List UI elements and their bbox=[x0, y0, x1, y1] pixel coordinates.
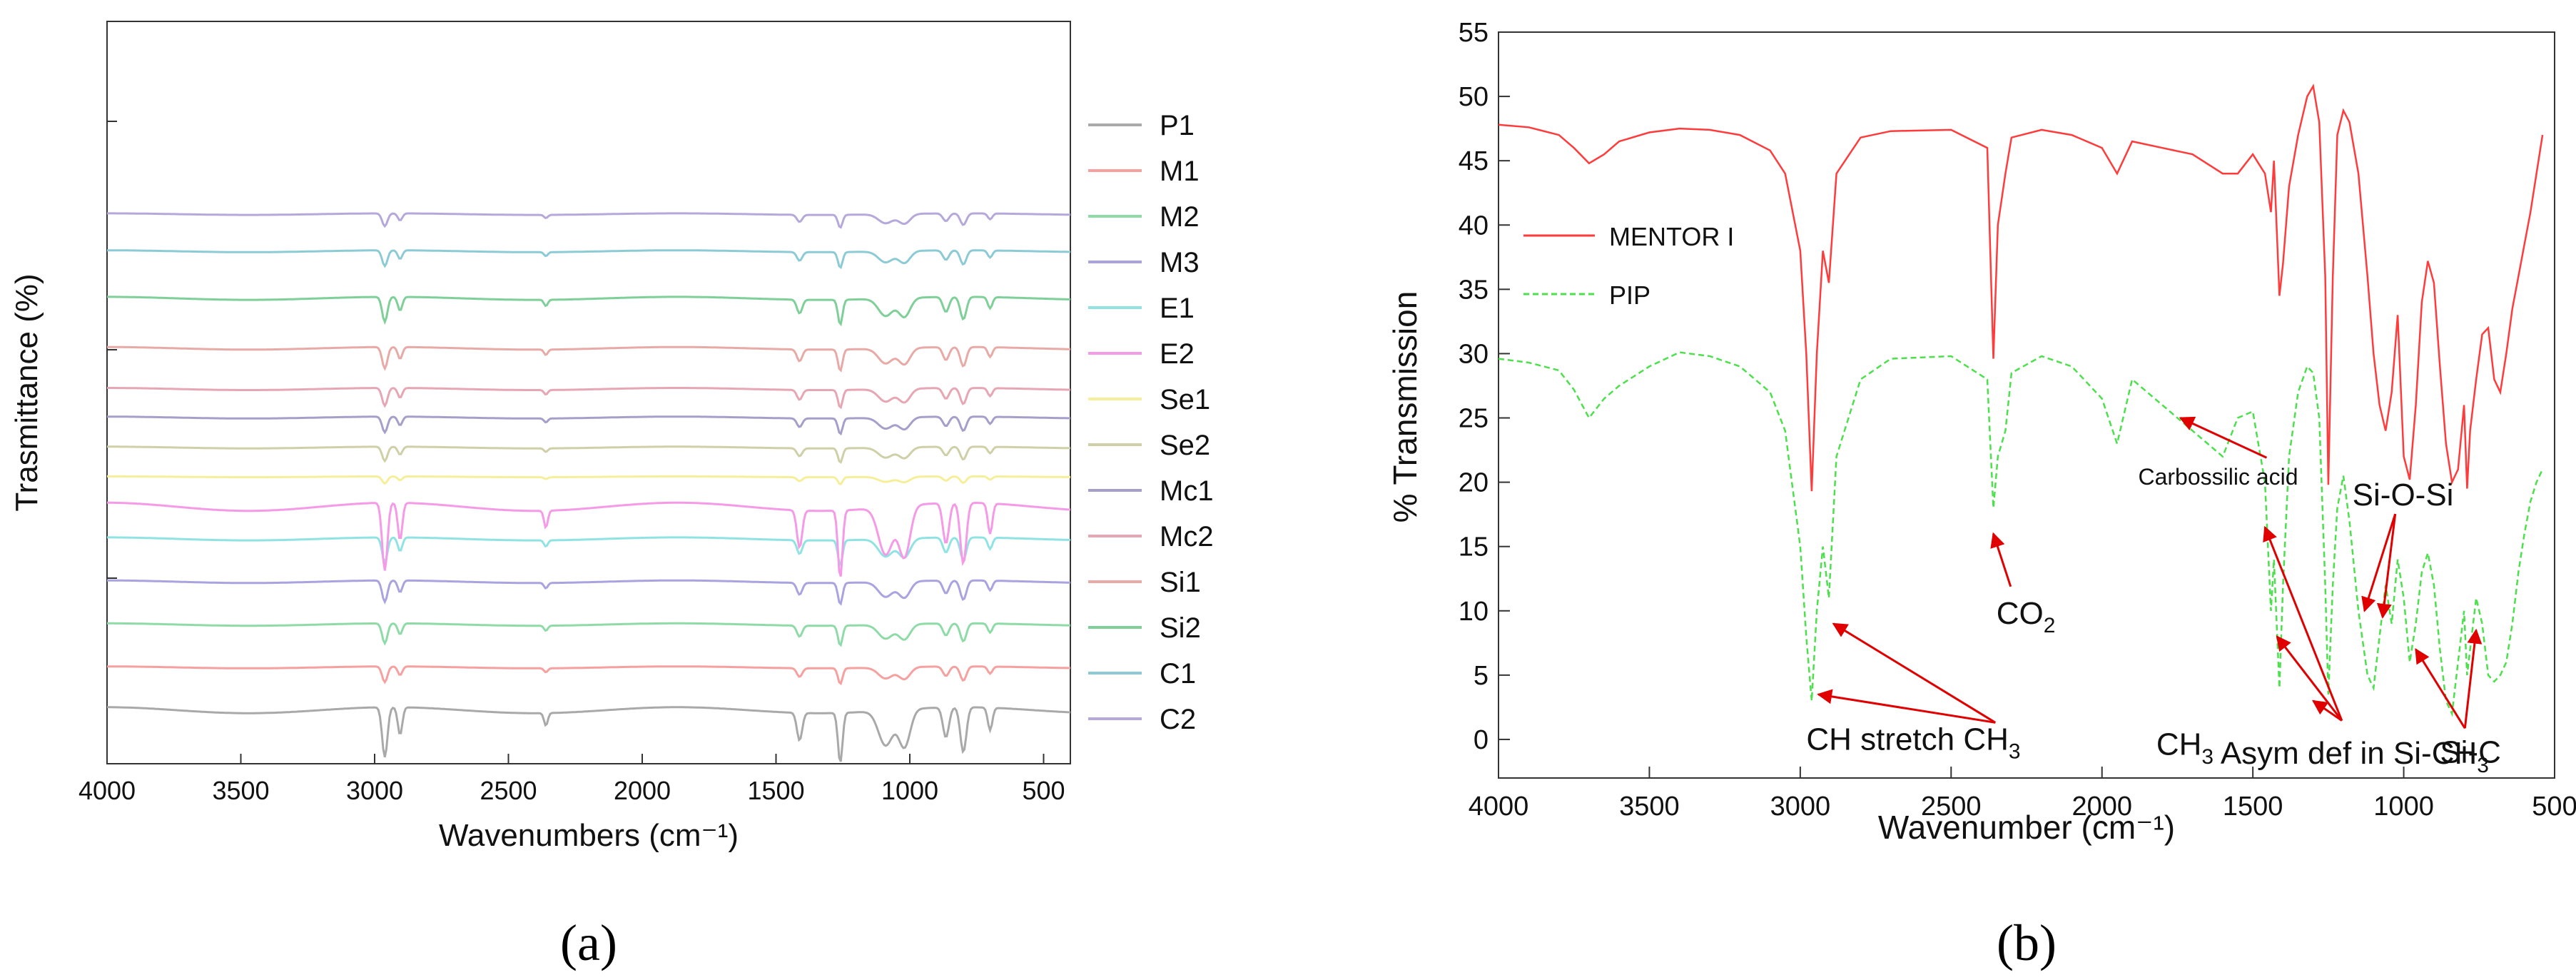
panel-b-annotation-label: CO2 bbox=[1997, 596, 2056, 637]
panel-a-caption: (a) bbox=[560, 914, 617, 971]
panel-b-annotation-label: CH3 Asym def in Si-CH3 bbox=[2156, 727, 2489, 778]
panel-a-series-line-mc1 bbox=[107, 415, 1070, 436]
panel-a-legend-entry: Mc1 bbox=[1160, 475, 1214, 507]
panel-a-series-line-e2 bbox=[107, 501, 1071, 577]
panel-a-series-line-m1 bbox=[107, 665, 1070, 686]
panel-b-legend-entry: MENTOR I bbox=[1609, 222, 1734, 251]
panel-b-x-tick-label: 3500 bbox=[1619, 792, 1680, 822]
panel-a-y-ticks bbox=[107, 121, 117, 579]
panel-a-legend-entry: Se1 bbox=[1160, 384, 1210, 415]
panel-b-y-tick-label: 55 bbox=[1459, 18, 1489, 48]
panel-b-annotation-label: Carbossilic acid bbox=[2138, 464, 2298, 490]
panel-a-legend: P1 M1 M2 M3 E1 E2 Se1 Se2 Mc1 Mc2 Si1 Si2 C1 C2 bbox=[1088, 110, 1214, 735]
panel-a-x-tick-label: 500 bbox=[1022, 776, 1065, 805]
panel-a-x-tick-label: 1000 bbox=[881, 776, 938, 805]
panel-a-series-line-se2 bbox=[107, 445, 1071, 464]
panel-a-series-line-m2 bbox=[107, 622, 1071, 647]
panel-b-annotation-label: Si-C bbox=[2440, 734, 2501, 769]
panel-b-y-tick-label: 40 bbox=[1459, 211, 1489, 241]
panel-a-legend-box bbox=[1081, 93, 1270, 778]
panel-a-legend-entry: C1 bbox=[1160, 658, 1196, 689]
panel-b-y-tick-label: 50 bbox=[1459, 82, 1489, 112]
panel-a-series-group bbox=[107, 212, 1071, 762]
panel-b-annotation-arrow bbox=[2276, 635, 2343, 722]
panel-a-x-axis-label: Wavenumbers (cm⁻¹) bbox=[439, 818, 739, 853]
panel-b-annotation-arrow bbox=[2311, 699, 2343, 722]
panel-b-x-tick-label: 1000 bbox=[2373, 792, 2434, 822]
panel-b-x-ticks: 4000 3500 3000 2500 2000 1500 1000 500 bbox=[1469, 767, 2576, 822]
panel-b-y-ticks: 0 5 10 15 20 25 30 35 40 45 50 55 bbox=[1459, 18, 1510, 755]
panel-b-legend-entry: PIP bbox=[1609, 281, 1650, 310]
panel-a-series-line-se1 bbox=[107, 475, 1070, 486]
panel-a-legend-entry: M2 bbox=[1160, 201, 1200, 233]
panel-a-x-tick-label: 2500 bbox=[480, 776, 537, 805]
panel-a-legend-entry: Se2 bbox=[1160, 430, 1210, 461]
panel-b-y-tick-label: 5 bbox=[1474, 661, 1489, 691]
panel-b-legend: MENTOR I PIP bbox=[1523, 222, 1734, 310]
panel-b-y-axis-label: % Transmission bbox=[1386, 291, 1424, 523]
panel-a-x-ticks: 4000 3500 3000 2500 2000 1500 1000 500 bbox=[78, 754, 1065, 805]
panel-b-y-tick-label: 35 bbox=[1459, 275, 1489, 305]
panel-b-annotation-arrow bbox=[1832, 622, 1997, 724]
panel-a-x-tick-label: 3500 bbox=[212, 776, 269, 805]
panel-b-x-tick-label: 2000 bbox=[2072, 792, 2132, 822]
panel-b-x-tick-label: 4000 bbox=[1469, 792, 1529, 822]
panel-a-series-line-c2 bbox=[107, 212, 1071, 229]
panel-a-legend-entry: Mc2 bbox=[1160, 521, 1214, 552]
panel-a-series-line-mc2 bbox=[107, 387, 1071, 410]
panel-a-x-tick-label: 1500 bbox=[747, 776, 804, 805]
panel-a-x-tick-label: 2000 bbox=[614, 776, 671, 805]
panel-a-x-tick-label: 3000 bbox=[346, 776, 403, 805]
panel-b-series-line-mentor-i bbox=[1498, 84, 2544, 492]
panel-b-x-tick-label: 1500 bbox=[2223, 792, 2283, 822]
panel-b-annotation-arrow bbox=[2179, 416, 2268, 459]
panel-a-series-line-si1 bbox=[107, 345, 1071, 373]
panel-b-x-tick-label: 3000 bbox=[1770, 792, 1831, 822]
panel-b-x-tick-label: 500 bbox=[2532, 792, 2576, 822]
panel-a-series-line-e1 bbox=[107, 536, 1071, 567]
panel-b-annotation-arrow bbox=[2376, 513, 2397, 619]
panel-b-annotation-label: Si-O-Si bbox=[2353, 478, 2454, 512]
panel-a-y-axis-label: Trasmittance (%) bbox=[9, 273, 44, 511]
panel-b-annotation-label: CH stretch CH3 bbox=[1806, 722, 2020, 763]
panel-b-y-tick-label: 15 bbox=[1459, 532, 1489, 562]
panel-a-legend-entry: Si2 bbox=[1160, 612, 1201, 644]
panel-a-legend-entry: M3 bbox=[1160, 247, 1200, 278]
panel-b-annotations: Carbossilic acid Si-O-Si CO2 CH stretch CH3… bbox=[1806, 416, 2501, 778]
panel-a-legend-entry: P1 bbox=[1160, 110, 1195, 141]
panel-a-series-line-m3 bbox=[107, 579, 1071, 606]
panel-b-series-line-pip bbox=[1498, 351, 2544, 717]
panel-b-plot-frame bbox=[1498, 31, 2555, 779]
panel-b-annotation-arrow bbox=[2361, 513, 2397, 612]
panel-b-annotation-arrow bbox=[2463, 628, 2483, 729]
panel-a-x-tick-label: 4000 bbox=[78, 776, 136, 805]
panel-a-series-line-c1 bbox=[107, 249, 1070, 270]
panel-b-y-tick-label: 45 bbox=[1459, 146, 1489, 176]
panel-a-series-line-si2 bbox=[107, 295, 1071, 327]
panel-b-x-tick-label: 2500 bbox=[1921, 792, 1982, 822]
panel-b-caption: (b) bbox=[1997, 914, 2057, 971]
panel-b-y-tick-label: 20 bbox=[1459, 468, 1489, 498]
panel-b-y-tick-label: 10 bbox=[1459, 597, 1489, 627]
panel-b-y-tick-label: 0 bbox=[1474, 725, 1489, 755]
panel-a-chart: 4000 3500 3000 2500 2000 1500 1000 500 P1 M1 M2 M3… bbox=[9, 21, 1270, 971]
panel-b-y-tick-label: 30 bbox=[1459, 339, 1489, 369]
panel-a-legend-entry: Si1 bbox=[1160, 567, 1201, 598]
panel-a-legend-entry: M1 bbox=[1160, 156, 1200, 187]
panel-b-annotation-arrow bbox=[1990, 532, 2012, 587]
panel-b-annotation-arrow bbox=[1817, 689, 1996, 724]
panel-b-annotation-arrow bbox=[2263, 525, 2343, 722]
panel-a-plot-frame bbox=[106, 21, 1071, 764]
panel-b-annotation-arrow bbox=[2415, 648, 2466, 729]
panel-a-legend-entry: E1 bbox=[1160, 293, 1195, 324]
panel-b-series-group bbox=[1498, 84, 2544, 717]
panel-a-legend-entry: E2 bbox=[1160, 338, 1195, 370]
panel-b-y-tick-label: 25 bbox=[1459, 404, 1489, 434]
panel-b-x-axis-label: Wavenumber (cm⁻¹) bbox=[1878, 809, 2175, 846]
panel-a-series-line-p1 bbox=[107, 706, 1071, 762]
panel-b-chart: 0 5 10 15 20 25 30 35 40 45 50 55 4000 3500 3000 2500 2… bbox=[1386, 18, 2576, 971]
panel-a-legend-entry: C2 bbox=[1160, 704, 1196, 735]
